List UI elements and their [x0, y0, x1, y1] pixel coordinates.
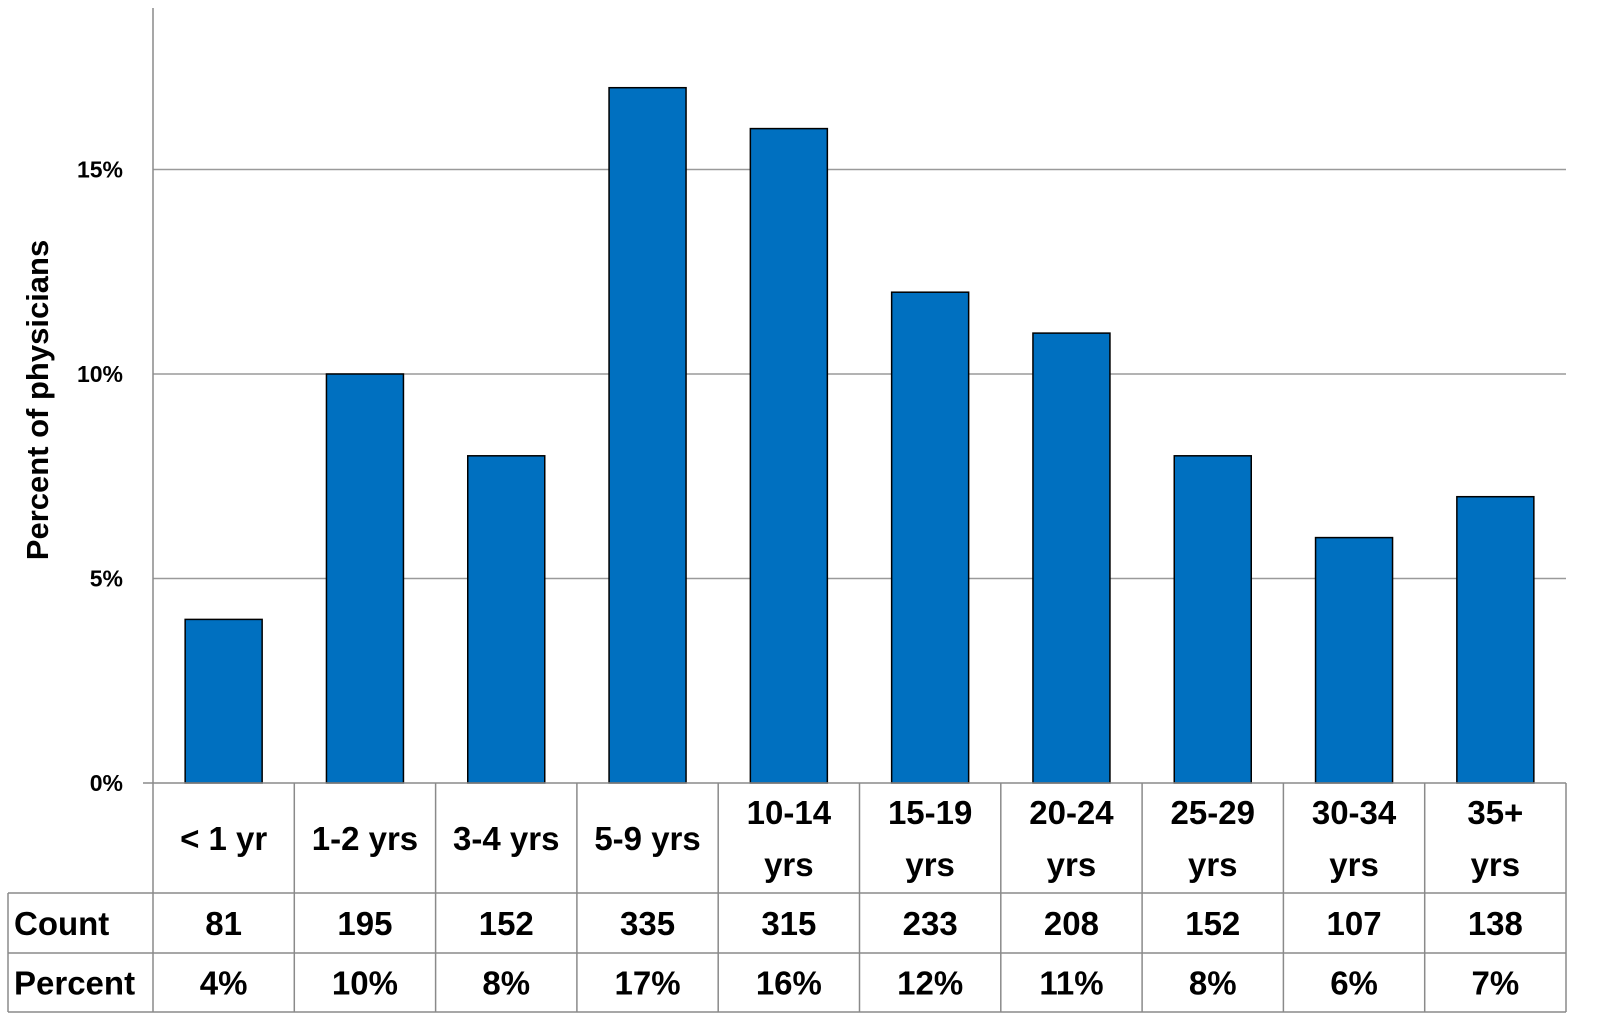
bar: [608, 86, 687, 784]
table-cell: 8%: [1189, 965, 1237, 1002]
x-category-label: < 1 yr: [180, 820, 267, 857]
data-table: < 1 yr 1-2 yrs 3-4 yrs 5-9 yrs 10-14 yrs 15-19…: [7, 783, 1567, 1013]
table-cell: 152: [479, 905, 534, 942]
bar: [1314, 536, 1394, 784]
table-cell: 7%: [1471, 965, 1519, 1002]
table-cell: 208: [1044, 905, 1099, 942]
table-cell: 138: [1468, 905, 1523, 942]
x-category-label: 20-24 yrs: [1029, 794, 1114, 883]
table-cell: 4%: [200, 965, 248, 1002]
table-cell: 10%: [332, 965, 398, 1002]
table-cell: 17%: [615, 965, 681, 1002]
bar: [184, 618, 263, 784]
x-category-label: 1-2 yrs: [312, 820, 418, 857]
table-cell: 315: [761, 905, 816, 942]
table-cell: 6%: [1330, 965, 1378, 1002]
y-tick-label: 0%: [90, 770, 123, 796]
bar: [890, 291, 970, 784]
table-cell: 152: [1185, 905, 1240, 942]
table-cell: 233: [903, 905, 958, 942]
bar: [325, 373, 405, 784]
bar: [1456, 495, 1535, 784]
y-tick-label: 10%: [77, 361, 123, 387]
x-category-label: 25-29 yrs: [1171, 794, 1255, 883]
x-category-label: 30-34 yrs: [1312, 794, 1397, 883]
table-row-header: Percent: [14, 965, 135, 1002]
table-cell: 107: [1327, 905, 1382, 942]
y-axis-label: Percent of physicians: [20, 240, 55, 560]
x-category-label: 5-9 yrs: [594, 820, 700, 857]
bar: [467, 455, 546, 784]
table-cell: 16%: [756, 965, 822, 1002]
bar: [1173, 455, 1252, 784]
bar: [749, 127, 829, 784]
table-row-header: Count: [14, 905, 109, 942]
y-tick-label: 15%: [77, 157, 123, 183]
axes: [143, 8, 1566, 1012]
bar: [1032, 332, 1111, 784]
y-tick-label: 5%: [90, 566, 123, 592]
table-cell: 81: [205, 905, 242, 942]
table-cell: 195: [337, 905, 392, 942]
table-cell: 335: [620, 905, 675, 942]
bars: [184, 86, 1535, 784]
x-category-label: 3-4 yrs: [453, 820, 559, 857]
table-cell: 12%: [897, 965, 963, 1002]
x-category-label: 10-14 yrs: [747, 794, 832, 883]
x-category-label: 15-19 yrs: [888, 794, 972, 883]
table-cell: 11%: [1039, 965, 1103, 1002]
table-cell: 8%: [482, 965, 530, 1002]
y-tick-labels: 0% 5% 10% 15%: [77, 157, 123, 797]
x-category-label: 35+ yrs: [1467, 794, 1523, 883]
